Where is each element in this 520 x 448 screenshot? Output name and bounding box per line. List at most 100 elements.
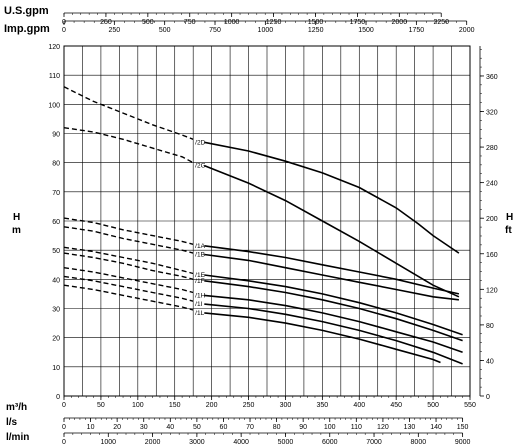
series-1B: /1B <box>63 226 459 301</box>
y-axis-label-right-h: H <box>506 212 513 223</box>
series-1E: /1E <box>63 246 463 336</box>
m3h-axis-tick-label: 50 <box>97 402 105 409</box>
y-axis-label-left-m: m <box>12 225 21 236</box>
lmin-axis-tick-label: 4000 <box>233 439 249 446</box>
bottom-axis-label-ls: l/s <box>6 417 18 428</box>
curve-dashed <box>63 127 194 164</box>
y-right-tick-label: 360 <box>486 74 498 81</box>
series-1A: /1A <box>63 217 460 295</box>
ls-axis-tick-label: 110 <box>351 424 362 431</box>
usgpm-axis-tick-label: 1250 <box>266 19 282 26</box>
ls-axis-tick-label: 0 <box>62 424 66 431</box>
curve-dashed <box>63 217 194 245</box>
y-tick-label: 80 <box>52 161 60 168</box>
usgpm-axis-tick-label: 750 <box>184 19 196 26</box>
ls-axis-tick-label: 90 <box>299 424 307 431</box>
curve-solid <box>204 245 460 295</box>
curve-dashed <box>63 246 194 275</box>
m3h-axis-tick-label: 100 <box>132 402 144 409</box>
top-axis-labels: U.S.gpm Imp.gpm <box>4 5 50 35</box>
usgpm-axis-tick-label: 2000 <box>392 19 408 26</box>
lmin-axis-tick-label: 8000 <box>411 439 427 446</box>
m3h-axis-tick-label: 0 <box>62 402 66 409</box>
y-right-tick-label: 0 <box>486 394 490 401</box>
curve-dashed <box>63 86 194 140</box>
curve-solid <box>204 164 460 298</box>
curve-dashed <box>63 284 194 311</box>
lmin-axis-tick-label: 9000 <box>455 439 471 446</box>
m3h-axis-tick-label: 500 <box>427 402 439 409</box>
ls-axis-tick-label: 100 <box>324 424 336 431</box>
y-right-tick-label: 320 <box>486 110 498 117</box>
series-2G: /2G <box>63 127 460 298</box>
series-label: /1B <box>195 252 205 259</box>
usgpm-axis-tick-label: 500 <box>142 19 154 26</box>
usgpm-axis-tick-label: 1750 <box>350 19 366 26</box>
bottom-axis-label-lmin: l/min <box>6 432 29 443</box>
ls-axis-tick-label: 120 <box>377 424 389 431</box>
series-label: /1E <box>195 272 205 279</box>
series-label: /1F <box>195 278 204 285</box>
y-tick-label: 0 <box>56 394 60 401</box>
ls-axis-tick-label: 50 <box>193 424 201 431</box>
series-label: /1I <box>195 301 202 308</box>
y-tick-label: 120 <box>48 44 60 51</box>
ls-axis-tick-label: 40 <box>166 424 174 431</box>
lmin-axis-tick-label: 7000 <box>366 439 382 446</box>
y-right-tick-label: 200 <box>486 216 498 223</box>
series-1F: /1F <box>63 252 463 342</box>
lmin-axis-tick-label: 3000 <box>189 439 205 446</box>
curve-dashed <box>63 252 194 280</box>
m3h-axis-tick-label: 200 <box>206 402 218 409</box>
y-right-tick-label: 120 <box>486 287 498 294</box>
curve-dashed <box>63 226 194 254</box>
m3h-axis-tick-label: 250 <box>243 402 255 409</box>
bottom-axis-label-m3h: m³/h <box>6 402 27 413</box>
y-axis-label-right-ft: ft <box>505 225 512 236</box>
ls-axis-tick-label: 80 <box>273 424 281 431</box>
m3h-axis-tick-label: 150 <box>169 402 181 409</box>
impgpm-axis-tick-label: 250 <box>108 27 120 34</box>
left-axis-title: H m <box>12 212 21 236</box>
ls-axis-tick-label: 20 <box>113 424 121 431</box>
ls-axis-tick-label: 10 <box>87 424 95 431</box>
impgpm-axis-tick-label: 1500 <box>358 27 374 34</box>
impgpm-axis-tick-label: 750 <box>209 27 221 34</box>
curve-dashed <box>63 267 194 294</box>
impgpm-axis-tick-label: 500 <box>159 27 171 34</box>
curves: /2D/2G/1A/1B/1E/1F/1H/1I/1L <box>63 86 463 365</box>
ls-axis-tick-label: 130 <box>404 424 416 431</box>
m3h-axis-tick-label: 400 <box>353 402 365 409</box>
series-2D: /2D <box>63 86 460 254</box>
curve-solid <box>204 280 463 342</box>
m3h-axis-tick-label: 550 <box>464 402 476 409</box>
grid <box>63 45 471 397</box>
lmin-axis-tick-label: 1000 <box>101 439 117 446</box>
lmin-axis-tick-label: 0 <box>62 439 66 446</box>
impgpm-axis-tick-label: 1250 <box>308 27 324 34</box>
lmin-axis-tick-label: 2000 <box>145 439 161 446</box>
y-tick-label: 90 <box>52 132 60 139</box>
lmin-axis-tick-label: 5000 <box>278 439 294 446</box>
y-tick-label: 50 <box>52 248 60 255</box>
y-tick-label: 100 <box>48 102 60 109</box>
lmin-axis-tick-label: 6000 <box>322 439 338 446</box>
impgpm-axis-tick-label: 0 <box>62 27 66 34</box>
y-tick-label: 40 <box>52 277 60 284</box>
m3h-axis-tick-label: 300 <box>280 402 292 409</box>
axes: 0102030405060708090100110120040801201602… <box>48 12 498 446</box>
top-axis-label-usgpm: U.S.gpm <box>4 5 49 17</box>
curve-solid <box>204 141 460 254</box>
y-right-tick-label: 280 <box>486 145 498 152</box>
y-tick-label: 10 <box>52 365 60 372</box>
y-axis-label-left-h: H <box>13 212 20 223</box>
right-axis-title: H ft <box>505 212 513 236</box>
ls-axis-tick-label: 140 <box>430 424 442 431</box>
curve-solid <box>204 274 463 336</box>
series-label: /1H <box>195 292 205 299</box>
curve-solid <box>204 312 441 364</box>
m3h-axis-tick-label: 350 <box>317 402 329 409</box>
y-tick-label: 20 <box>52 336 60 343</box>
curve-solid <box>204 253 459 301</box>
series-label: /1A <box>195 243 205 250</box>
